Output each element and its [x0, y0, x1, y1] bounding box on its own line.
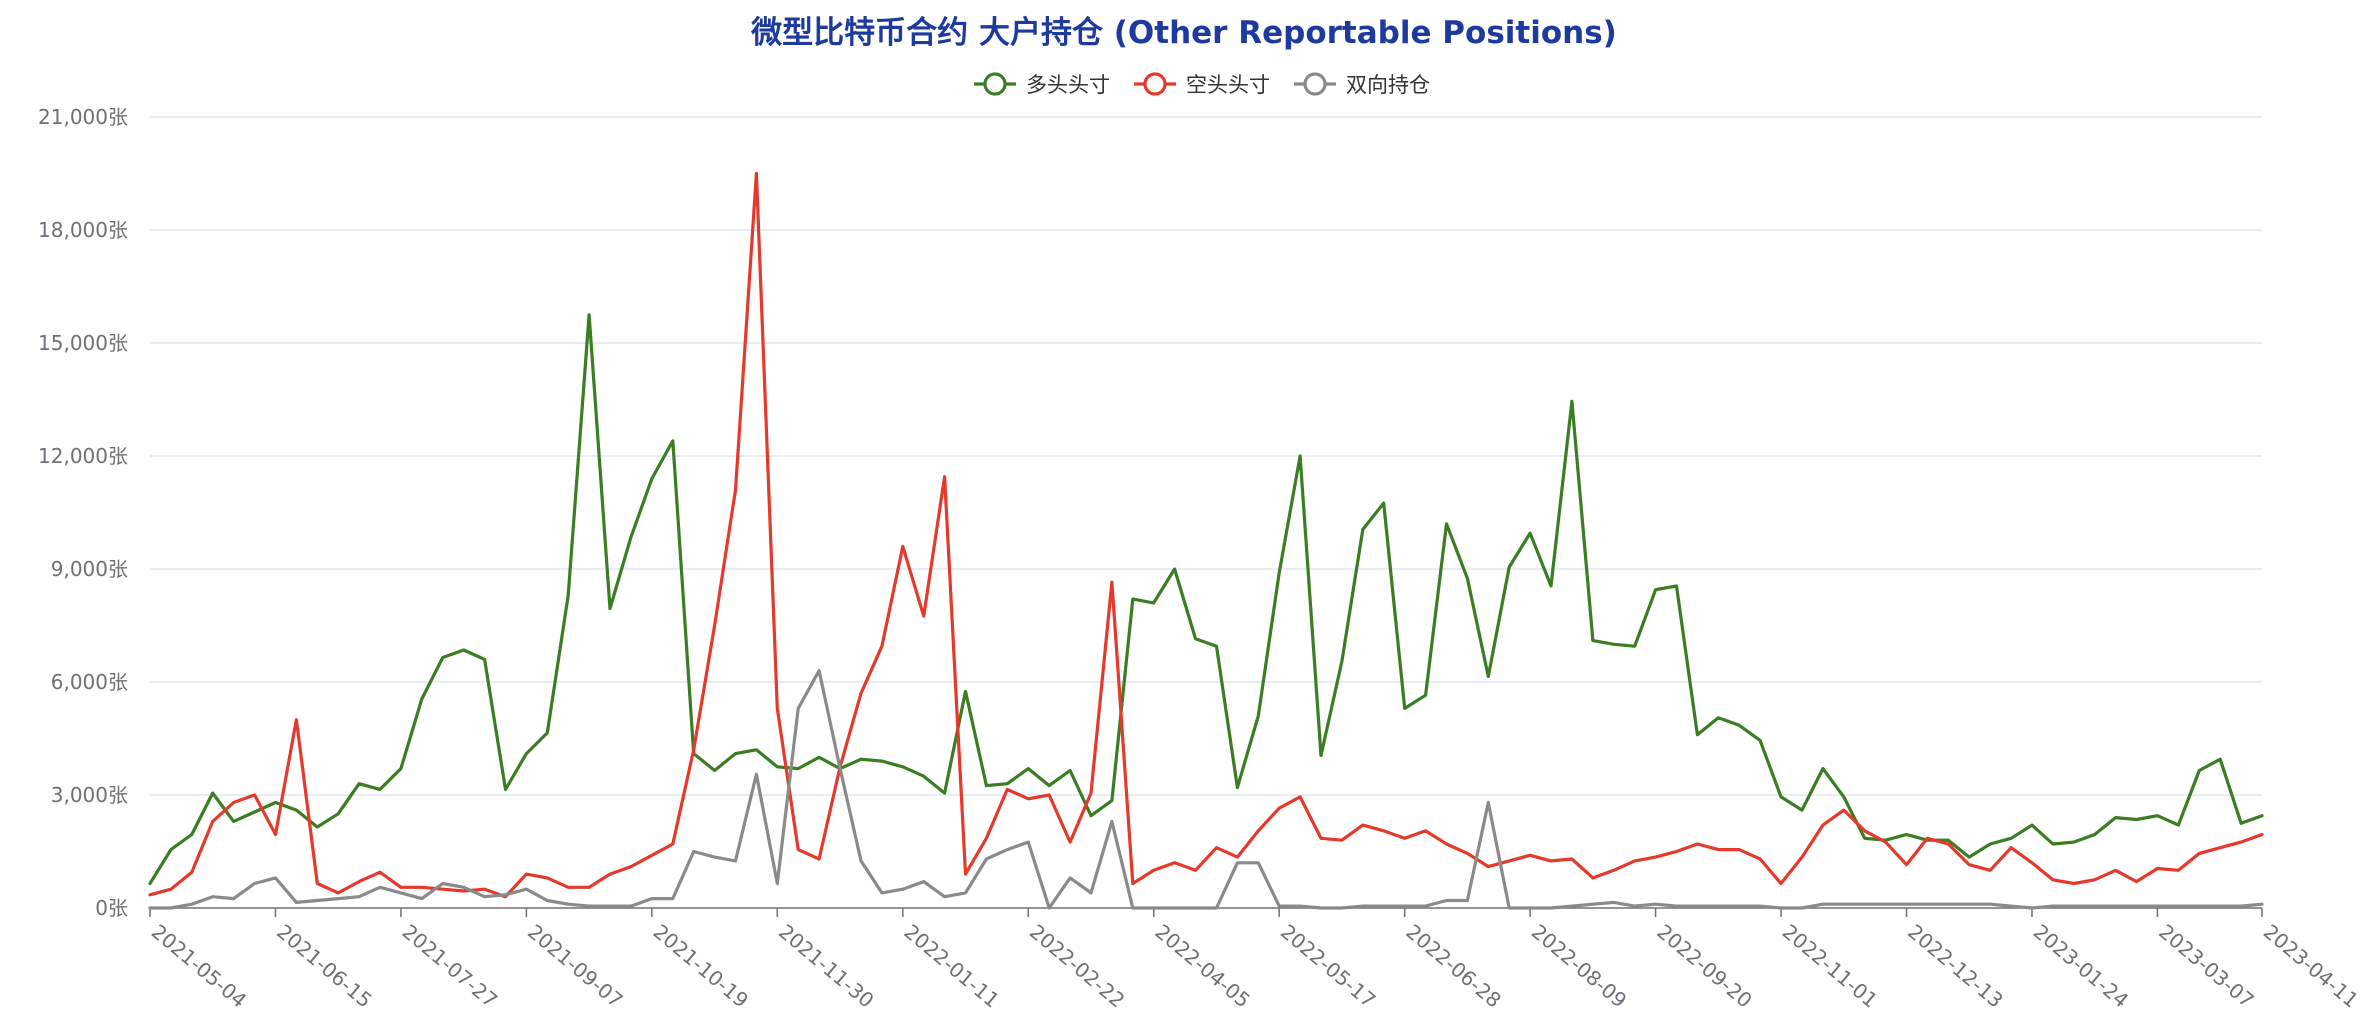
x-axis: 2021-05-04 2021-06-15 2021-07-27 2021-09-07…	[147, 907, 2363, 1013]
y-tick-label: 9,000张	[51, 557, 128, 581]
legend-item-2[interactable]: 双向持仓	[1294, 72, 1430, 97]
x-tick-label: 2021-09-07	[523, 919, 627, 1012]
x-tick-label: 2021-06-15	[272, 919, 376, 1012]
x-tick-label: 2022-09-20	[1652, 919, 1756, 1012]
series-line-0	[148, 313, 2264, 886]
y-tick-label: 15,000张	[38, 331, 128, 355]
x-tick-label: 2023-01-24	[2029, 919, 2133, 1012]
x-tick-label: 2023-04-11	[2259, 919, 2363, 1012]
legend-label: 空头头寸	[1186, 73, 1270, 97]
y-tick-label: 21,000张	[38, 105, 128, 129]
legend-item-1[interactable]: 空头头寸	[1134, 72, 1270, 97]
y-tick-label: 3,000张	[51, 783, 128, 807]
y-tick-label: 6,000张	[51, 670, 128, 694]
x-tick-label: 2022-12-13	[1903, 919, 2007, 1012]
legend-marker-icon	[1143, 72, 1167, 96]
x-tick-label: 2022-08-09	[1527, 919, 1631, 1012]
x-tick-label: 2022-04-05	[1151, 919, 1255, 1012]
grid-lines	[150, 116, 2262, 796]
x-tick-label: 2022-05-17	[1276, 919, 1380, 1012]
x-tick-label: 2022-11-01	[1778, 919, 1882, 1012]
legend-label: 多头头寸	[1026, 73, 1110, 97]
legend: 多头头寸 空头头寸 双向持仓	[974, 72, 1430, 97]
x-tick-label: 2022-06-28	[1401, 919, 1505, 1012]
legend-item-0[interactable]: 多头头寸	[974, 72, 1110, 97]
x-tick-label: 2023-03-07	[2154, 919, 2258, 1012]
series-line-2	[148, 669, 2264, 910]
x-tick-label: 2022-02-22	[1025, 919, 1129, 1012]
y-tick-label: 12,000张	[38, 444, 128, 468]
x-tick-label: 2021-05-04	[147, 919, 251, 1012]
series-line-1	[148, 171, 2264, 899]
legend-marker-icon	[983, 72, 1007, 96]
x-tick-label: 2021-11-30	[774, 919, 878, 1012]
y-axis: 0张 3,000张 6,000张 9,000张 12,000张 15,000张 18,000…	[38, 105, 128, 920]
chart-title: 微型比特币合约 大户持仓 (Other Reportable Positions…	[750, 15, 1617, 51]
x-tick-label: 2021-10-19	[649, 919, 753, 1012]
legend-label: 双向持仓	[1346, 73, 1430, 97]
y-tick-label: 18,000张	[38, 218, 128, 242]
y-tick-label: 0张	[95, 896, 128, 920]
x-tick-label: 2022-01-11	[900, 919, 1004, 1012]
series-group	[148, 171, 2264, 910]
legend-marker-icon	[1303, 72, 1327, 96]
x-tick-label: 2021-07-27	[398, 919, 502, 1012]
